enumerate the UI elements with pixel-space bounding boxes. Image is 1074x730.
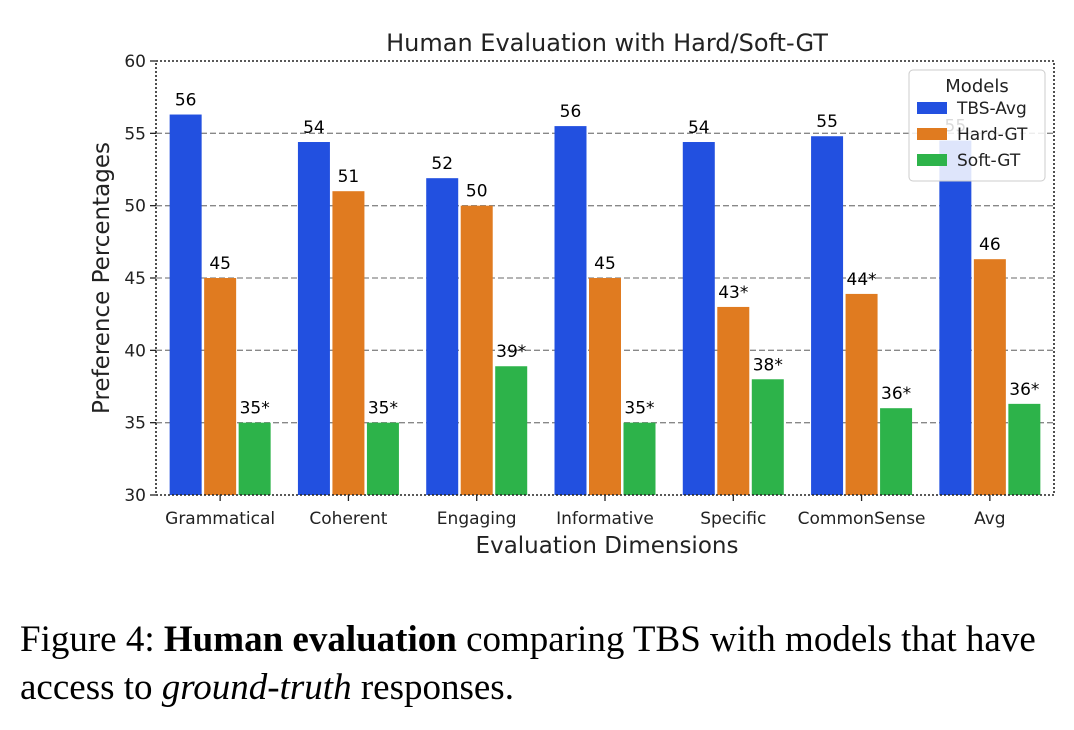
bar-soft-gt-avg: [1008, 403, 1041, 495]
x-tick-label: Avg: [974, 509, 1006, 529]
data-label: 45: [209, 254, 231, 274]
chart-title: Human Evaluation with Hard/Soft-GT: [386, 29, 828, 57]
y-tick-label: 45: [124, 269, 146, 289]
bar-soft-gt-specific: [751, 379, 784, 495]
y-axis-label: Preference Percentages: [89, 142, 115, 414]
y-tick-label: 55: [124, 124, 146, 144]
bar-soft-gt-commonsense: [880, 408, 913, 495]
data-label: 54: [303, 118, 325, 138]
data-label: 36*: [1009, 380, 1039, 400]
bar-tbs-avg-informative: [554, 126, 587, 495]
data-label: 56: [560, 102, 582, 122]
legend-swatch-tbs-avg: [917, 102, 947, 114]
bar-tbs-avg-commonsense: [811, 136, 844, 495]
plot-frame: [155, 60, 1055, 496]
bar-hard-gt-grammatical: [204, 278, 237, 495]
legend-swatch-hard-gt: [917, 128, 947, 140]
bar-tbs-avg-coherent: [297, 142, 330, 495]
axis-layer: 30 35 40 45 50 55 60 Grammatical Coherent Engagin…: [124, 52, 1055, 529]
bar-hard-gt-specific: [717, 306, 750, 495]
legend-entry-hard-gt: Hard-GT: [957, 125, 1028, 145]
data-label: 39*: [496, 342, 526, 362]
data-label: 54: [688, 118, 710, 138]
data-label: 51: [338, 167, 360, 187]
bar-soft-gt-coherent: [366, 422, 399, 495]
y-tick-label: 40: [124, 341, 146, 361]
y-tick-label: 30: [124, 486, 146, 506]
data-label: 35*: [624, 399, 654, 419]
bar-tbs-avg-engaging: [426, 178, 459, 495]
caption-bold: Human evaluation: [163, 619, 457, 660]
bar-tbs-avg-specific: [682, 142, 715, 495]
x-axis-label: Evaluation Dimensions: [476, 533, 739, 559]
bar-hard-gt-avg: [973, 259, 1006, 495]
data-label: 43*: [718, 283, 748, 303]
bar-hard-gt-informative: [589, 278, 621, 495]
legend-swatch-soft-gt: [917, 154, 947, 166]
bar-hard-gt-coherent: [332, 191, 365, 495]
data-label: 44*: [847, 270, 877, 290]
data-label: 35*: [368, 399, 398, 419]
caption-text-end: responses.: [360, 667, 514, 708]
data-label: 46: [979, 235, 1001, 255]
bar-hard-gt-engaging: [460, 205, 493, 495]
data-label: 45: [594, 254, 616, 274]
legend-entry-tbs-avg: TBS-Avg: [956, 99, 1027, 119]
data-label: 55: [816, 112, 838, 132]
x-tick-label: Informative: [556, 509, 654, 529]
bar-soft-gt-grammatical: [238, 422, 271, 495]
legend-entry-soft-gt: Soft-GT: [957, 151, 1021, 171]
legend-title: Models: [945, 76, 1008, 97]
bar-hard-gt-commonsense: [845, 293, 878, 495]
data-label: 52: [431, 154, 453, 174]
y-tick-label: 35: [124, 414, 146, 434]
bar-tbs-avg-grammatical: [169, 114, 202, 495]
caption-italic: ground-truth: [161, 667, 352, 708]
bars-layer: [169, 114, 1041, 496]
legend-box: [908, 69, 1046, 182]
caption-label: Figure 4:: [20, 619, 155, 660]
bar-tbs-avg-avg: [939, 140, 972, 496]
x-tick-label: Coherent: [309, 509, 387, 529]
figure-caption: Figure 4: Human evaluation comparing TBS…: [20, 616, 1060, 712]
caption-text: comparing TBS with models that have acce…: [20, 619, 1036, 708]
chart: 56 45 35* 54 51 35* 52 50 39* 56 45 35* 54 43* 38* 55 44…: [89, 29, 1055, 559]
data-label: 56: [175, 91, 197, 111]
y-tick-label: 50: [124, 197, 146, 217]
data-label: 50: [466, 182, 488, 202]
data-label: 38*: [753, 355, 783, 375]
x-tick-label: Grammatical: [165, 509, 275, 529]
bar-soft-gt-informative: [623, 422, 656, 495]
bar-soft-gt-engaging: [495, 366, 528, 495]
data-label: 35*: [240, 399, 270, 419]
data-label: 36*: [881, 384, 911, 404]
data-labels-layer: 56 45 35* 54 51 35* 52 50 39* 56 45 35* 54 43* 38* 55 44…: [175, 91, 1040, 419]
y-tick-label: 60: [124, 52, 146, 72]
x-tick-label: CommonSense: [798, 509, 926, 529]
x-tick-label: Specific: [700, 509, 766, 529]
x-tick-label: Engaging: [437, 509, 517, 529]
